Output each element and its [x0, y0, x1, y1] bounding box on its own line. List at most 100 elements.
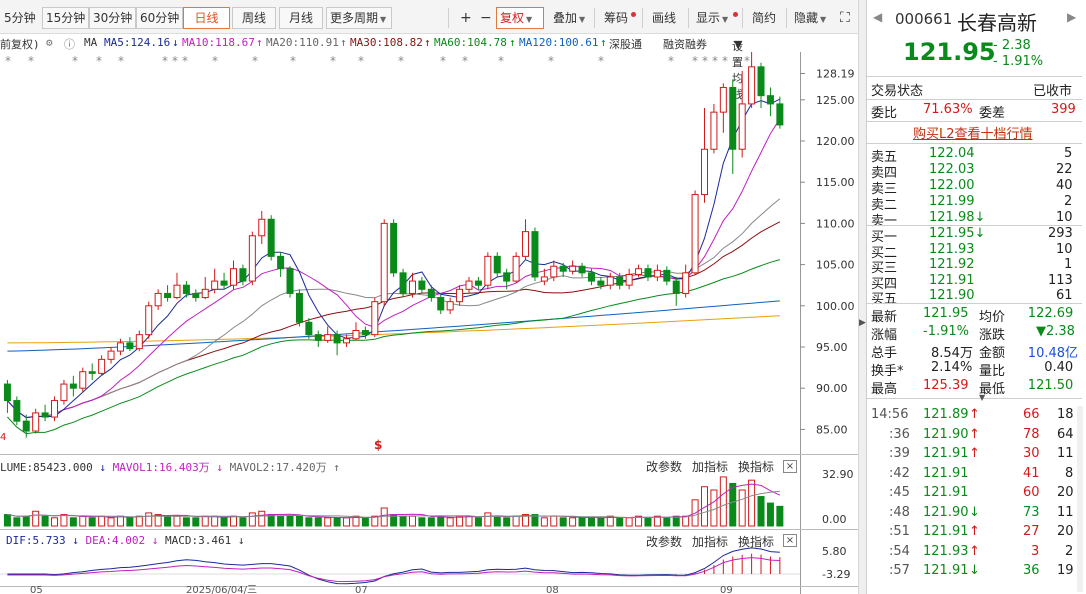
draw-line-button[interactable]: 画线 [652, 11, 677, 25]
chips-button[interactable]: 筹码 [604, 11, 629, 25]
candle-body [766, 95, 774, 105]
ask-volume: 22 [1056, 162, 1073, 177]
candle-body [32, 412, 40, 432]
fullscreen-icon[interactable]: ⛶ [840, 10, 850, 26]
help-icon[interactable]: ⓘ [64, 38, 75, 51]
fuquan-dropdown[interactable]: 复权 ▼ [496, 7, 544, 29]
bid-volume: 293 [1048, 226, 1073, 241]
hide-dropdown[interactable]: 隐藏 ▼ [790, 7, 830, 29]
candle-body [107, 350, 115, 360]
period-5min[interactable]: 5分钟 [4, 11, 36, 25]
weibi-value: 71.63% [923, 102, 973, 117]
volume-bar [60, 514, 68, 527]
arrow-down-icon: ↓ [151, 534, 165, 547]
event-star: * [118, 54, 124, 68]
prev-stock-icon[interactable]: ◀ [873, 10, 883, 24]
volume-bar [13, 517, 21, 527]
tick-arrow: ↓ [969, 563, 980, 578]
period-day[interactable]: 日线 [183, 7, 230, 29]
candle-body [408, 280, 416, 294]
candle-body [427, 288, 435, 299]
volume-add-indicator[interactable]: 加指标 [692, 460, 729, 474]
macd-edit-params[interactable]: 改参数 [646, 535, 683, 549]
candle-body [635, 268, 643, 275]
candle-body [126, 342, 134, 350]
notification-dot [631, 12, 636, 17]
tick-row: 14:56 121.89 ↑ 66 18 [867, 407, 1082, 425]
candle-body [314, 334, 322, 341]
macd-switch-indicator[interactable]: 换指标 [738, 535, 775, 549]
period-week[interactable]: 周线 [232, 7, 276, 29]
period-60min[interactable]: 60分钟 [136, 7, 184, 29]
candle-body [239, 268, 247, 282]
arrow-up-icon: ↑ [333, 461, 340, 474]
stock-code: 000661 [895, 10, 953, 28]
event-star: * [692, 54, 698, 68]
zoom-out-button[interactable]: − [480, 10, 492, 26]
next-stock-icon[interactable]: ▶ [1067, 10, 1077, 24]
volume-bar [145, 512, 153, 527]
more-periods-dropdown[interactable]: 更多周期 ▼ [326, 7, 392, 29]
high-price-label: 131.57 [706, 52, 741, 54]
stat-label: 涨跌 [979, 328, 1006, 343]
tick-time: :48 [889, 504, 910, 520]
candle-body [390, 222, 398, 274]
candle-body [512, 255, 520, 282]
divider [867, 99, 1082, 100]
simple-mode-button[interactable]: 简约 [752, 11, 777, 25]
tick-time: :42 [889, 465, 910, 481]
expand-arrow-icon[interactable]: ▼ [979, 393, 986, 402]
ask-price: 121.98↓ [929, 210, 986, 225]
tick-row: :42 121.91 41 8 [867, 466, 1082, 484]
macd-close-icon[interactable]: × [783, 534, 797, 547]
toolbar-divider [786, 8, 787, 28]
ask-label: 卖四 [871, 166, 898, 181]
period-15min[interactable]: 15分钟 [42, 7, 90, 29]
arrow-up-icon: ↑ [256, 36, 263, 49]
volume-bar [22, 515, 30, 527]
trade-status-label: 交易状态 [871, 84, 924, 99]
tick-count: 20 [1057, 485, 1074, 500]
period-month[interactable]: 月线 [279, 7, 323, 29]
bid-price: 121.95↓ [929, 226, 986, 241]
event-star: * [252, 54, 258, 68]
y-tick-label: 85.00 [816, 423, 848, 436]
buy-l2-link[interactable]: 购买L2查看十档行情 [913, 127, 1033, 142]
candle-body [98, 358, 106, 374]
arrow-up-icon: ↑ [600, 36, 607, 49]
bid-volume: 1 [1064, 257, 1073, 272]
volume-switch-indicator[interactable]: 换指标 [738, 460, 775, 474]
candle-body [446, 301, 454, 311]
display-dropdown[interactable]: 显示 ▼ [692, 7, 732, 29]
y-tick-label: 95.00 [816, 341, 848, 354]
volume-edit-params[interactable]: 改参数 [646, 460, 683, 474]
toolbar-divider [448, 8, 449, 28]
mavol2-value: MAVOL2:17.420万 [229, 461, 327, 474]
candle-body [663, 269, 671, 282]
macd-add-indicator[interactable]: 加指标 [692, 535, 729, 549]
bid-label: 买二 [871, 245, 898, 261]
stat-label: 量比 [979, 364, 1006, 379]
period-30min[interactable]: 30分钟 [89, 7, 137, 29]
tick-volume: 73 [1023, 504, 1040, 520]
volume-bar [182, 517, 190, 527]
candle-body [493, 255, 501, 274]
overlay-dropdown[interactable]: 叠加 ▼ [549, 7, 589, 29]
trade-status-row: 交易状态 已收市 [867, 80, 1082, 99]
zoom-in-button[interactable]: + [460, 10, 472, 26]
collapse-arrow-icon[interactable]: ▶ [859, 318, 866, 328]
volume-bar [701, 486, 708, 527]
settings-icon[interactable]: ⚙ [46, 36, 53, 49]
stat-row: 总手 8.54万 金额 10.48亿 [867, 342, 1082, 361]
candle-body [258, 218, 266, 237]
volume-bar [474, 517, 482, 527]
volume-close-icon[interactable]: × [783, 460, 797, 473]
margin-trading-link[interactable]: 融资融券 [663, 38, 707, 51]
tick-scrollbar[interactable] [1077, 406, 1083, 592]
shengutong-link[interactable]: 深股通 [609, 38, 642, 51]
panel-splitter[interactable]: ▶ [858, 0, 866, 594]
kline-chart[interactable]: 131.57 4 $ 128.19 125.00 120.00 115.00 110.00 1… [0, 52, 858, 594]
event-dollar-icon: $ [374, 438, 382, 452]
ask-volume: 10 [1056, 210, 1073, 225]
candle-body [248, 235, 256, 282]
